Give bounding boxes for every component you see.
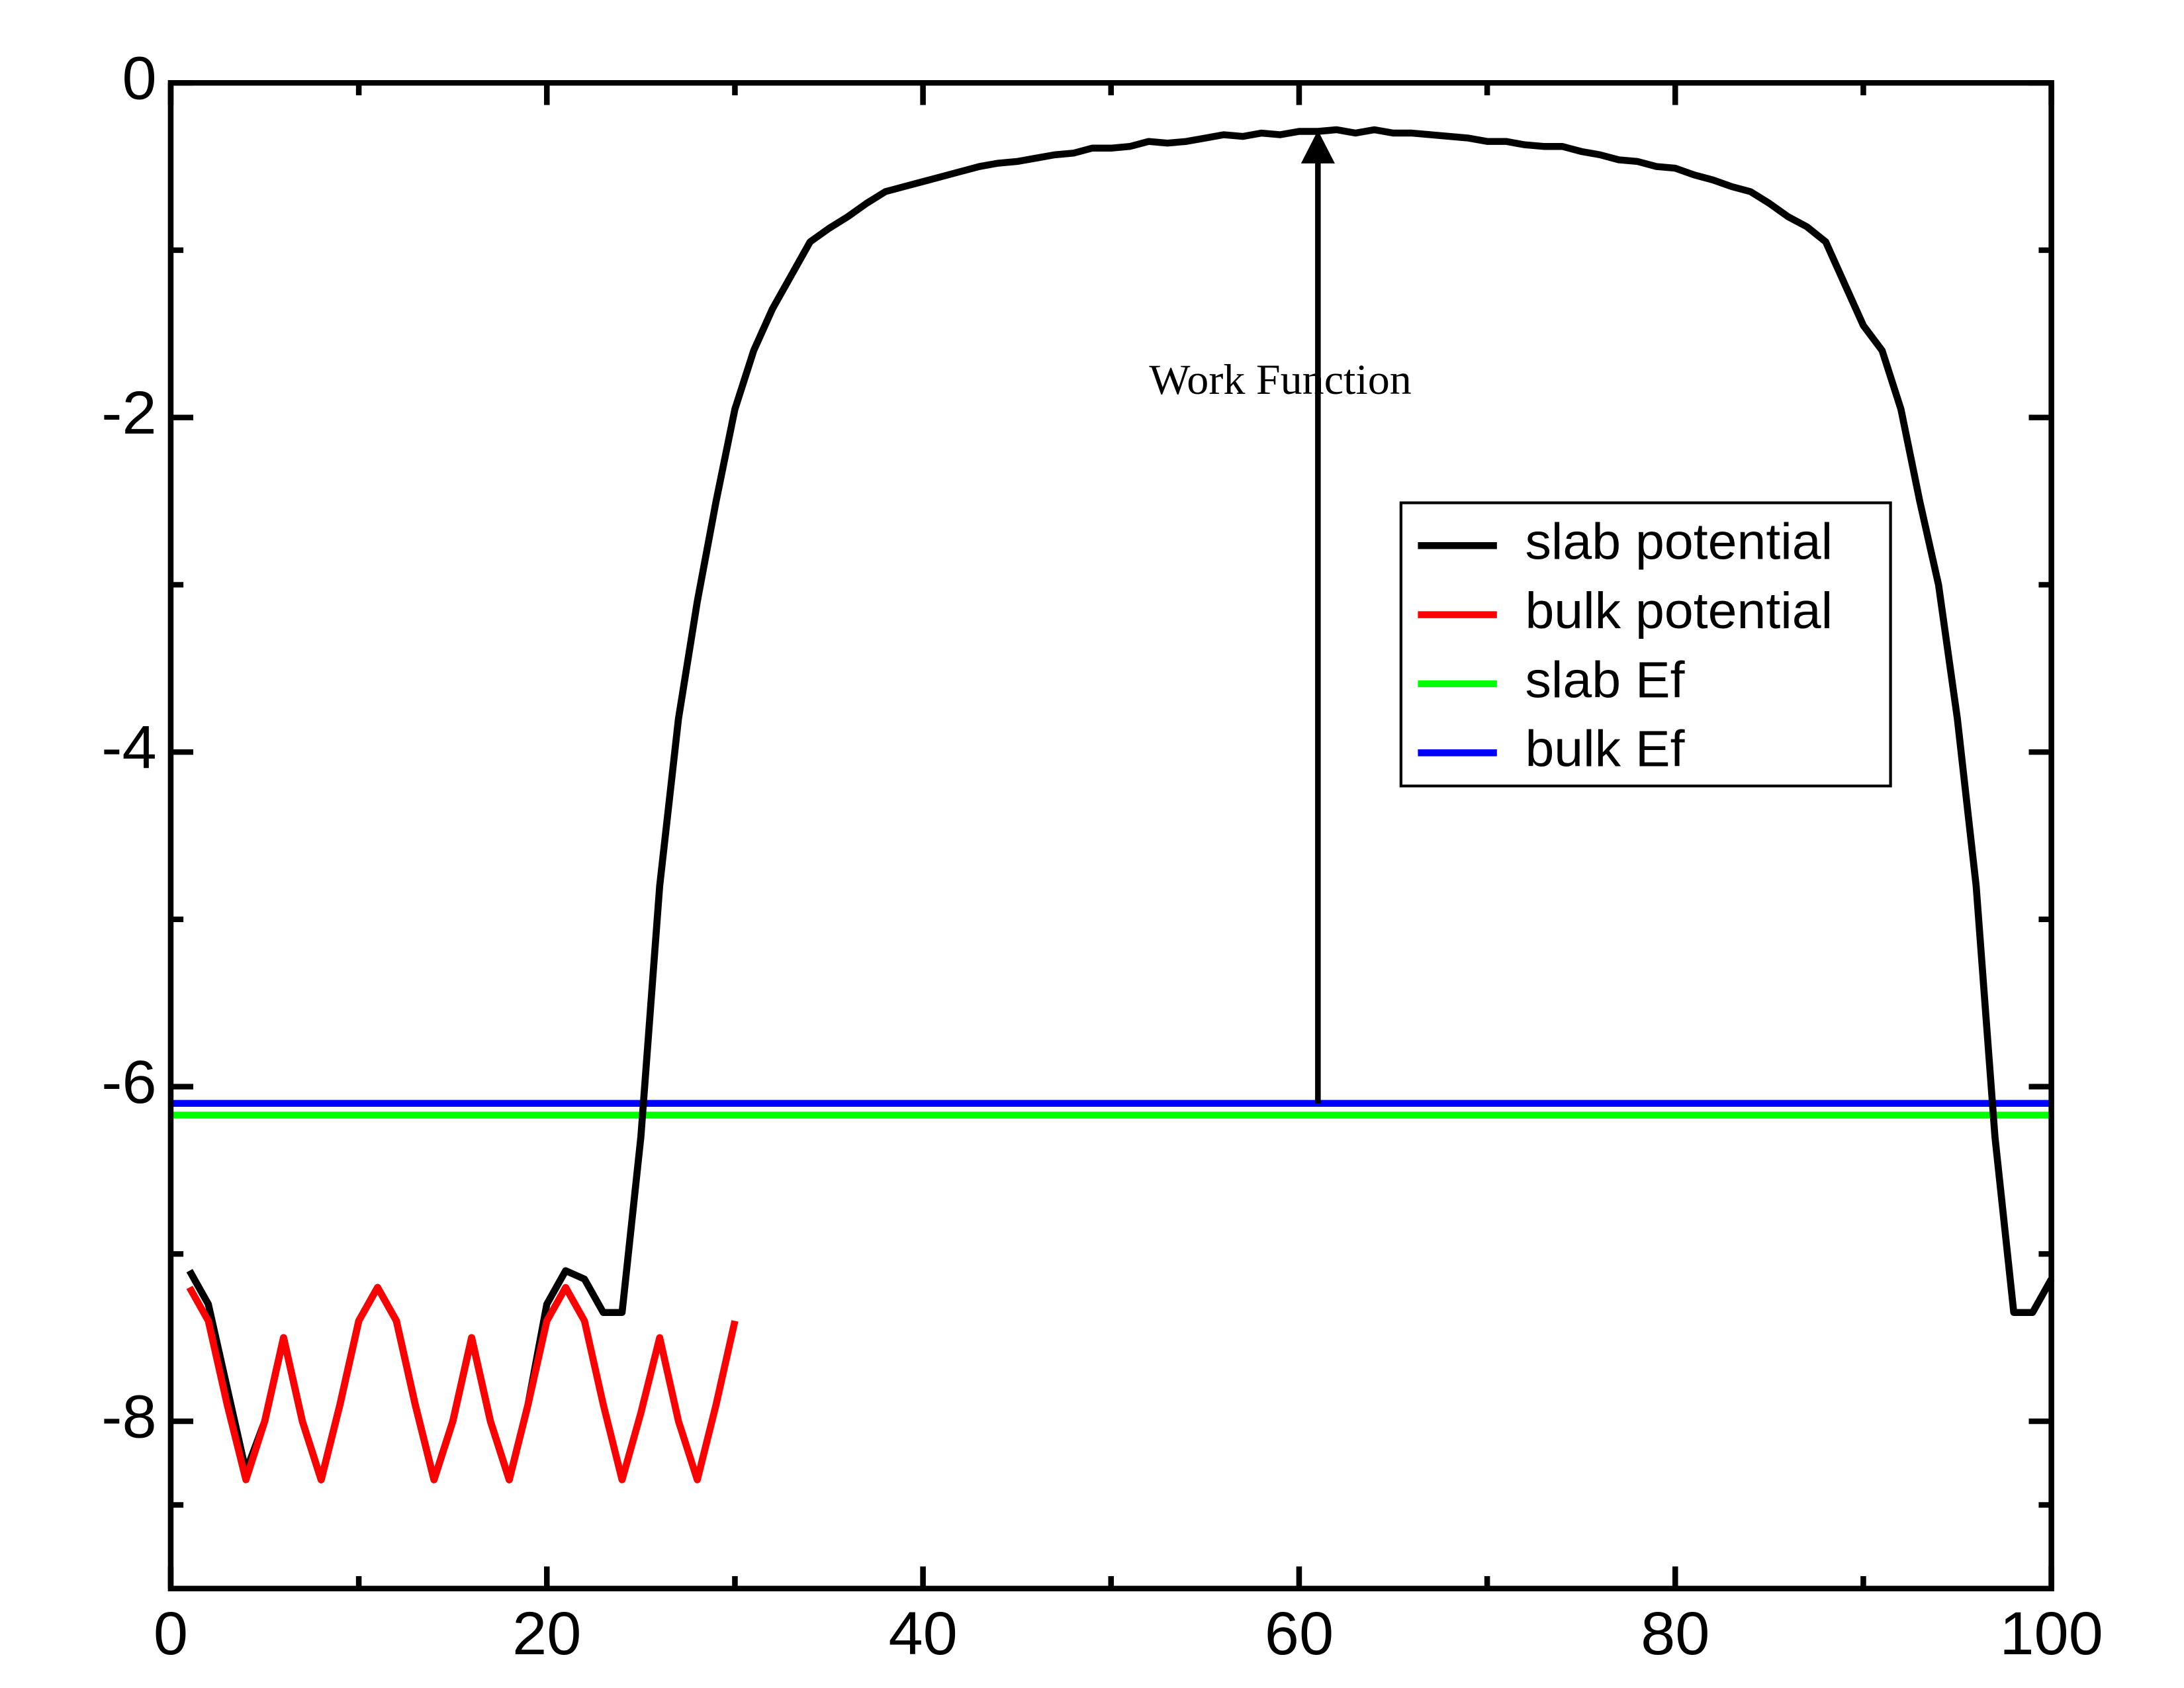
x-tick-label: 100 <box>1999 1599 2103 1667</box>
series-line <box>186 1284 739 1483</box>
legend: slab potential bulk potential slab Ef bulk … <box>1399 501 1892 788</box>
legend-label: slab Ef <box>1525 651 1684 708</box>
annotation: Work Function <box>1149 357 1412 404</box>
x-tick-label: 80 <box>1641 1599 1709 1667</box>
x-tick-label: 40 <box>888 1599 957 1667</box>
x-tick-label: 20 <box>512 1599 581 1667</box>
legend-label: slab potential <box>1525 512 1833 570</box>
legend-label: bulk potential <box>1525 582 1833 639</box>
y-tick-label: -6 <box>101 1048 156 1116</box>
plot-frame <box>167 80 2054 1591</box>
x-tick-label: 60 <box>1265 1599 1334 1667</box>
x-tick-label: 0 <box>154 1599 188 1667</box>
y-tick-label: -8 <box>101 1382 156 1450</box>
legend-box <box>1399 501 1892 788</box>
series-line <box>186 126 2055 1483</box>
y-tick-label: 0 <box>122 44 156 112</box>
legend-label: bulk Ef <box>1525 720 1684 777</box>
y-tick-label: -2 <box>101 379 156 447</box>
y-tick-label: -4 <box>101 713 156 781</box>
